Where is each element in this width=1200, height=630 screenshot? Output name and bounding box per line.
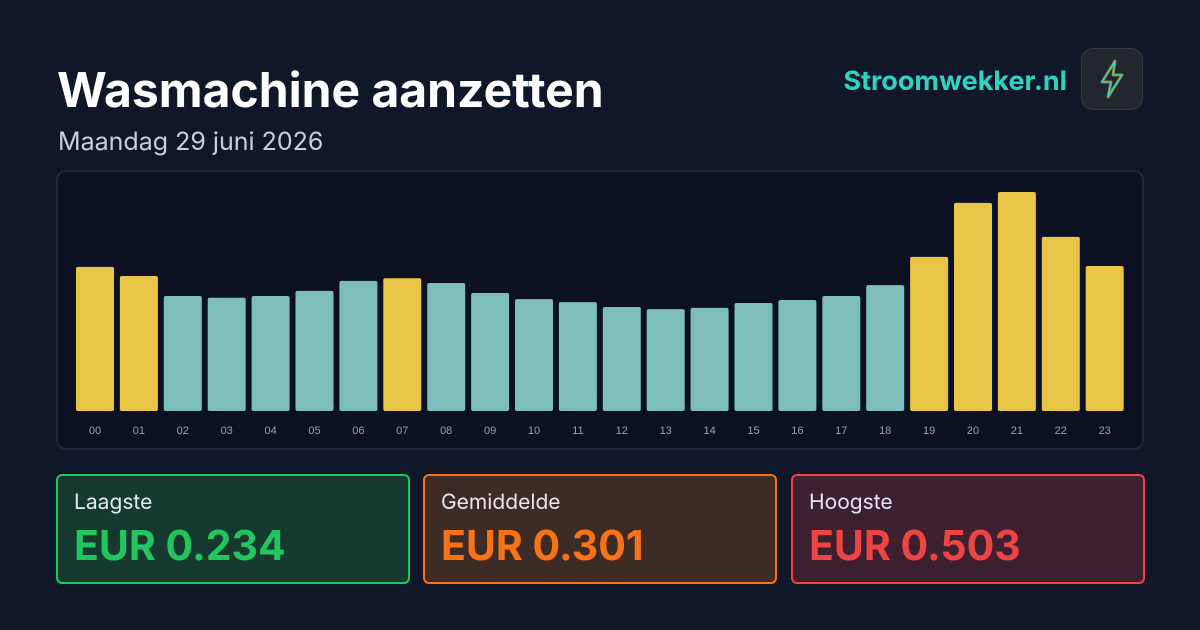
- x-tick-label: 17: [835, 425, 847, 437]
- bar: [646, 309, 685, 411]
- bar: [471, 293, 510, 411]
- bar: [163, 296, 202, 411]
- x-tick-label: 15: [747, 425, 759, 437]
- x-tick-label: 12: [616, 425, 628, 437]
- stat-value: EUR 0.234: [74, 520, 286, 570]
- bar: [427, 282, 466, 411]
- bar: [119, 276, 158, 411]
- stat-value: EUR 0.503: [809, 520, 1021, 570]
- stat-label: Hoogste: [809, 490, 893, 515]
- bar: [997, 192, 1036, 411]
- chart-panel: 00 01 02 03 04 05 06 07 08 09 10 11 12 13 14 15 16 17 18 19…: [56, 170, 1144, 450]
- x-tick-label: 21: [1011, 425, 1023, 437]
- bar: [76, 266, 114, 411]
- stat-label: Gemiddelde: [441, 490, 561, 515]
- stat-value: EUR 0.301: [441, 520, 644, 570]
- bar: [251, 296, 290, 411]
- stat-card: Hoogste EUR 0.503: [791, 474, 1145, 584]
- stat-label: Laagste: [74, 490, 153, 515]
- x-tick-label: 09: [484, 425, 496, 437]
- bar: [822, 296, 861, 411]
- bar: [207, 297, 246, 411]
- bar: [515, 299, 553, 411]
- x-tick-label: 22: [1055, 425, 1067, 437]
- subtitle: Maandag 29 juni 2026: [58, 127, 324, 157]
- chart: 00 01 02 03 04 05 06 07 08 09 10 11 12 13 14 15 16 17 18 19…: [76, 192, 1124, 437]
- brand-icon: [1081, 48, 1143, 110]
- title: Wasmachine aanzetten: [57, 60, 604, 119]
- x-tick-label: 16: [791, 425, 803, 437]
- bar: [954, 202, 992, 411]
- bar: [558, 302, 597, 411]
- x-tick-label: 04: [264, 425, 276, 437]
- bar: [295, 290, 334, 411]
- x-tick-label: 06: [352, 425, 364, 437]
- x-tick-label: 05: [308, 425, 320, 437]
- lightning-icon: [1100, 59, 1124, 99]
- x-tick-label: 03: [221, 425, 233, 437]
- x-tick-label: 19: [923, 425, 935, 437]
- x-tick-label: 20: [967, 425, 979, 437]
- bar: [866, 285, 905, 411]
- x-tick-label: 13: [660, 425, 672, 437]
- stat-card: Gemiddelde EUR 0.301: [423, 474, 777, 584]
- x-tick-label: 18: [879, 425, 891, 437]
- x-tick-label: 01: [133, 425, 145, 437]
- x-tick-label: 08: [440, 425, 452, 437]
- x-tick-label: 00: [89, 425, 101, 437]
- bar: [690, 307, 729, 411]
- brand[interactable]: Stroomwekker.nl: [843, 64, 1067, 97]
- x-tick-label: 14: [703, 425, 715, 437]
- bar: [383, 278, 422, 411]
- x-tick-label: 23: [1099, 425, 1111, 437]
- bar: [778, 299, 817, 411]
- bar: [339, 280, 378, 411]
- x-tick-label: 11: [572, 425, 583, 437]
- x-tick-label: 10: [528, 425, 540, 437]
- bar: [910, 256, 949, 411]
- x-tick-label: 02: [177, 425, 189, 437]
- bar: [734, 303, 773, 411]
- x-tick-label: 07: [396, 425, 408, 437]
- bar: [602, 306, 641, 411]
- bar: [1041, 236, 1080, 411]
- bar: [1085, 266, 1124, 411]
- stat-card: Laagste EUR 0.234: [56, 474, 410, 584]
